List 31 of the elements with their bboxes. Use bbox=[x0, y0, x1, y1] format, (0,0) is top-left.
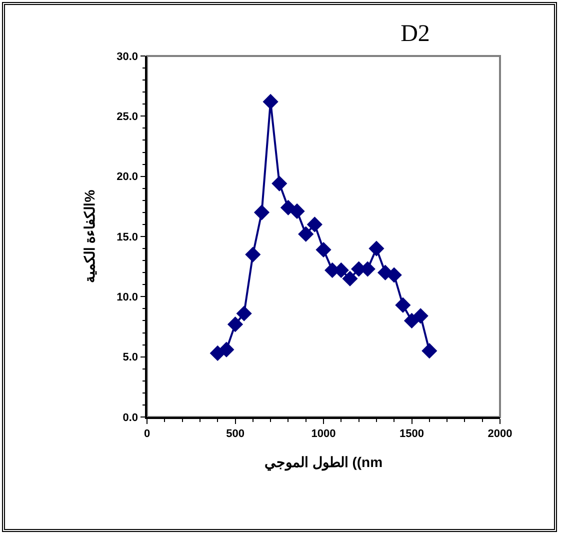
point bbox=[254, 204, 270, 220]
point bbox=[422, 343, 438, 359]
point bbox=[342, 270, 358, 286]
x-tick-label: 2000 bbox=[488, 428, 512, 440]
point bbox=[395, 297, 411, 313]
point bbox=[227, 316, 244, 332]
y-tick-label: 20.0 bbox=[116, 171, 138, 184]
x-tick-label: 500 bbox=[226, 428, 244, 440]
y-tick-label: 30.0 bbox=[116, 50, 138, 63]
chart-title: D2 bbox=[400, 20, 430, 47]
y-tick-label: 25.0 bbox=[116, 111, 138, 124]
y-tick-label: 5.0 bbox=[122, 352, 138, 364]
point bbox=[236, 306, 252, 322]
y-tick-label: 10.0 bbox=[116, 292, 138, 304]
point bbox=[272, 176, 288, 192]
x-tick-label: 1500 bbox=[400, 428, 424, 440]
point bbox=[289, 203, 305, 220]
point bbox=[262, 94, 278, 110]
point bbox=[298, 226, 314, 242]
y-tick-label: 15.0 bbox=[116, 231, 138, 244]
y-tick-label: 0.0 bbox=[122, 412, 138, 424]
y-axis-title: الكفاءة الكمية% bbox=[82, 189, 98, 284]
x-axis-title: الطول الموجي ((nm bbox=[264, 454, 383, 471]
point bbox=[306, 216, 322, 232]
point bbox=[218, 342, 234, 358]
point bbox=[245, 246, 261, 262]
x-tick-label: 1000 bbox=[311, 428, 336, 440]
point bbox=[316, 242, 332, 258]
point bbox=[412, 308, 428, 324]
x-tick-label: 0 bbox=[144, 428, 150, 440]
point bbox=[368, 240, 384, 256]
